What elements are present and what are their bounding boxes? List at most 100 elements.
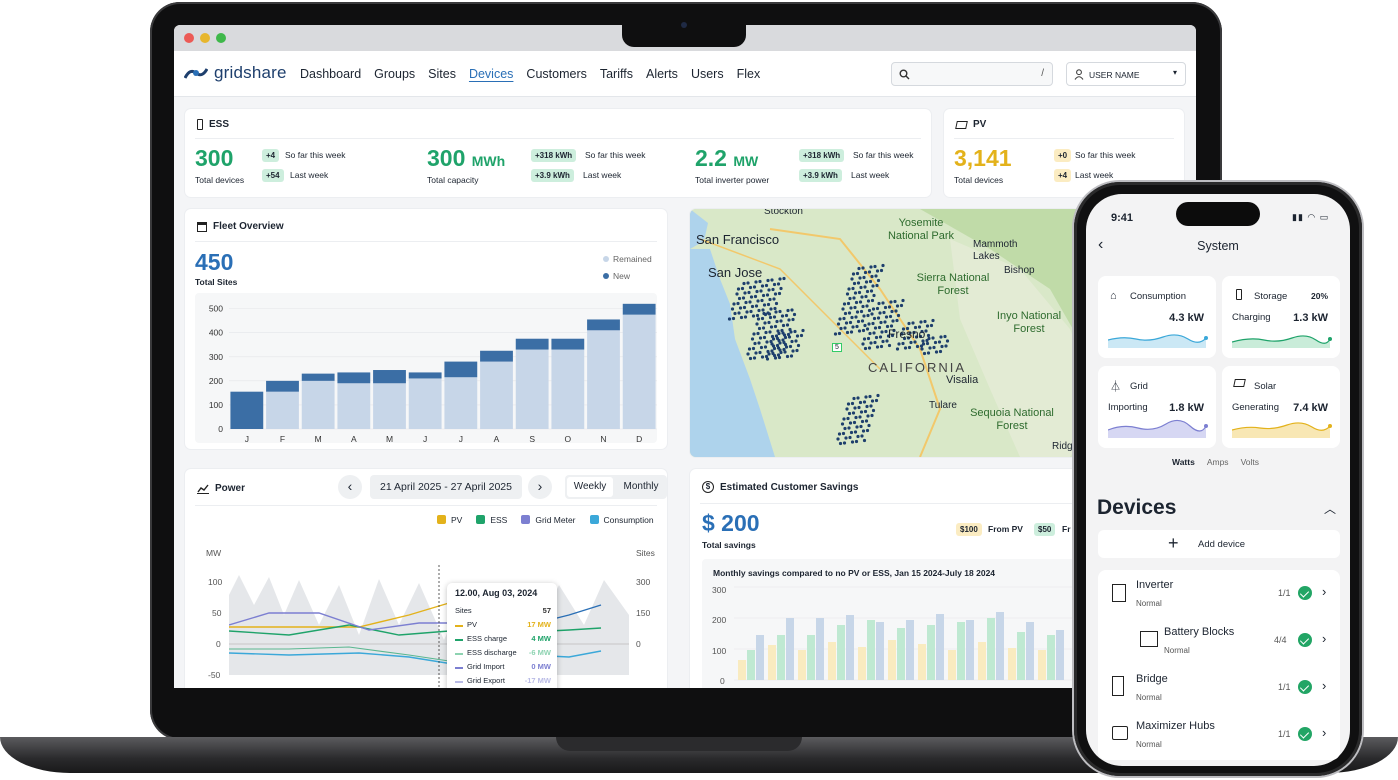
site-marker[interactable]: [789, 354, 794, 358]
site-marker[interactable]: [901, 327, 906, 331]
site-marker[interactable]: [850, 315, 854, 320]
site-marker[interactable]: [883, 320, 887, 324]
add-device-button[interactable]: + Add device: [1098, 530, 1340, 558]
site-marker[interactable]: [855, 310, 860, 314]
site-marker[interactable]: [848, 320, 853, 325]
site-marker[interactable]: [848, 421, 853, 425]
site-marker[interactable]: [905, 326, 910, 331]
site-marker[interactable]: [762, 311, 766, 316]
site-marker[interactable]: [792, 312, 797, 317]
site-marker[interactable]: [902, 336, 907, 341]
site-marker[interactable]: [752, 332, 756, 336]
site-marker[interactable]: [927, 336, 931, 341]
site-marker[interactable]: [847, 426, 851, 430]
user-menu[interactable]: USER NAME ▾: [1066, 62, 1186, 86]
site-marker[interactable]: [771, 287, 775, 292]
site-marker[interactable]: [925, 324, 930, 328]
site-marker[interactable]: [879, 268, 884, 273]
next-range-button[interactable]: ›: [528, 475, 552, 499]
site-marker[interactable]: [867, 308, 872, 313]
site-marker[interactable]: [778, 341, 782, 345]
site-marker[interactable]: [870, 298, 875, 303]
site-marker[interactable]: [863, 409, 868, 414]
site-marker[interactable]: [841, 307, 845, 311]
site-marker[interactable]: [855, 425, 859, 429]
site-marker[interactable]: [858, 400, 863, 405]
site-marker[interactable]: [862, 314, 866, 318]
site-marker[interactable]: [853, 305, 857, 310]
site-marker[interactable]: [771, 351, 775, 356]
site-marker[interactable]: [938, 349, 943, 354]
site-marker[interactable]: [859, 424, 863, 429]
site-marker[interactable]: [733, 311, 737, 316]
bar-remained[interactable]: [408, 378, 442, 429]
nav-groups[interactable]: Groups: [374, 67, 416, 81]
site-marker[interactable]: [908, 331, 912, 335]
site-marker[interactable]: [923, 319, 927, 324]
savings-bar[interactable]: [978, 642, 986, 680]
bar-remained[interactable]: [266, 391, 299, 429]
site-marker[interactable]: [890, 333, 895, 338]
site-marker[interactable]: [785, 354, 790, 359]
site-marker[interactable]: [870, 399, 875, 403]
site-marker[interactable]: [925, 338, 929, 343]
site-marker[interactable]: [763, 321, 767, 325]
site-marker[interactable]: [868, 331, 872, 336]
site-marker[interactable]: [895, 318, 899, 323]
site-marker[interactable]: [782, 276, 786, 281]
site-marker[interactable]: [862, 275, 866, 280]
site-marker[interactable]: [737, 296, 742, 301]
site-marker[interactable]: [768, 330, 772, 334]
site-marker[interactable]: [751, 346, 756, 351]
site-marker[interactable]: [915, 344, 920, 349]
savings-bar[interactable]: [1038, 650, 1046, 680]
site-marker[interactable]: [791, 317, 795, 322]
site-marker[interactable]: [881, 301, 885, 305]
site-marker[interactable]: [753, 294, 758, 299]
site-marker[interactable]: [865, 304, 869, 308]
nav-users[interactable]: Users: [690, 67, 724, 81]
site-marker[interactable]: [852, 396, 856, 401]
site-marker[interactable]: [871, 284, 875, 288]
site-marker[interactable]: [861, 342, 865, 346]
site-marker[interactable]: [748, 285, 753, 290]
nav-devices[interactable]: Devices: [468, 67, 514, 81]
site-marker[interactable]: [850, 277, 854, 281]
site-marker[interactable]: [889, 300, 893, 304]
site-marker[interactable]: [730, 307, 735, 311]
site-marker[interactable]: [864, 280, 869, 284]
site-marker[interactable]: [869, 265, 873, 269]
site-marker[interactable]: [836, 437, 840, 441]
site-marker[interactable]: [877, 301, 881, 306]
savings-bar[interactable]: [1047, 635, 1055, 680]
site-marker[interactable]: [851, 325, 855, 329]
site-marker[interactable]: [794, 339, 798, 343]
site-marker[interactable]: [754, 351, 758, 355]
nav-flex[interactable]: Flex: [736, 67, 761, 81]
site-marker[interactable]: [765, 357, 770, 361]
bar-new[interactable]: [480, 350, 513, 362]
site-marker[interactable]: [786, 332, 791, 337]
bar-new[interactable]: [373, 370, 406, 384]
site-marker[interactable]: [876, 393, 880, 398]
solar-card[interactable]: Solar Generating 7.4 kW: [1222, 366, 1340, 448]
savings-bar[interactable]: [738, 660, 746, 680]
site-marker[interactable]: [865, 428, 870, 433]
site-marker[interactable]: [769, 325, 774, 329]
site-marker[interactable]: [889, 324, 894, 328]
tab-volts[interactable]: Volts: [1240, 457, 1259, 467]
site-marker[interactable]: [869, 341, 873, 345]
site-marker[interactable]: [789, 330, 793, 334]
site-marker[interactable]: [863, 270, 868, 275]
site-marker[interactable]: [918, 334, 923, 339]
site-marker[interactable]: [897, 342, 901, 346]
site-marker[interactable]: [845, 407, 849, 411]
site-marker[interactable]: [742, 305, 747, 310]
site-marker[interactable]: [844, 321, 849, 325]
site-marker[interactable]: [856, 281, 861, 285]
site-marker[interactable]: [921, 342, 926, 346]
site-marker[interactable]: [909, 340, 913, 345]
site-marker[interactable]: [760, 284, 765, 288]
site-marker[interactable]: [732, 302, 736, 306]
site-marker[interactable]: [931, 336, 935, 340]
